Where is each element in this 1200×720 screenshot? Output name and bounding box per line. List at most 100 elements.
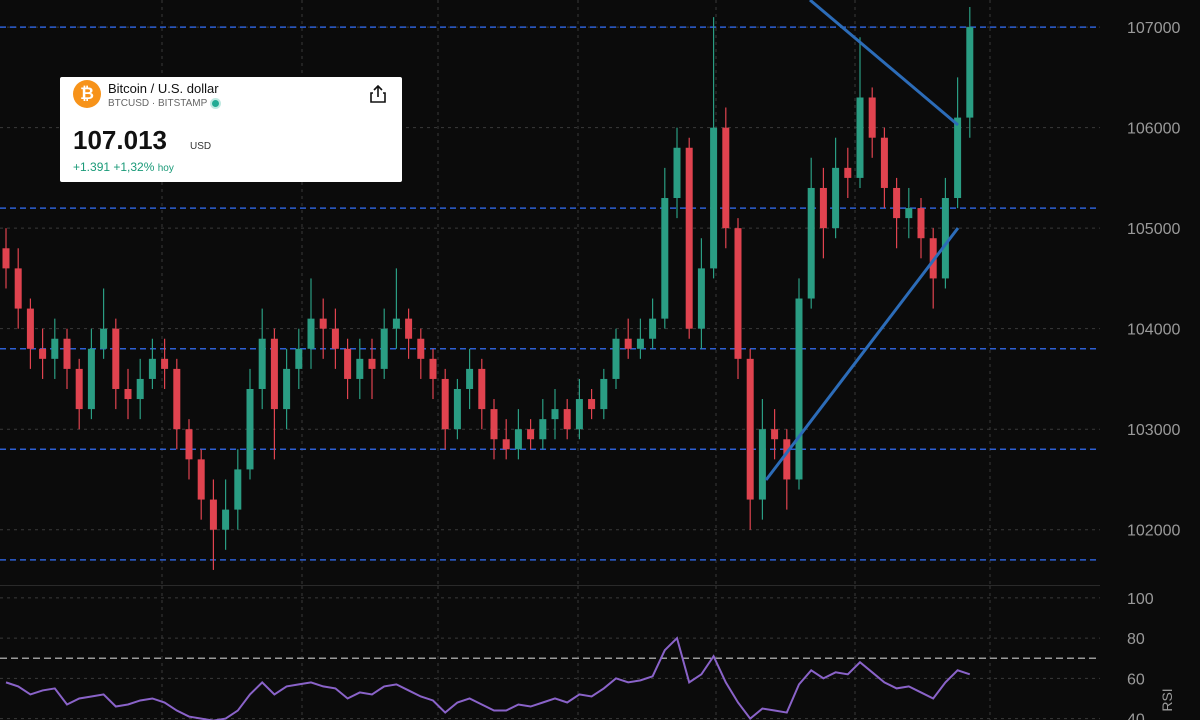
share-button[interactable] [370,85,386,103]
candle-body [222,509,230,530]
candle-body [771,429,779,440]
candle-body [954,117,962,199]
candle-body [380,328,388,369]
symbol-meta: BTCUSD · BITSTAMP [108,98,221,109]
candle-body [527,429,535,440]
currency: USD [190,141,212,152]
candle-body [331,328,339,349]
candle-body [600,378,608,410]
candle-body [612,338,620,379]
y-tick-label: 102000 [1127,523,1180,540]
candle-body [63,338,71,369]
candle-body [539,419,547,440]
candle-body [392,318,400,329]
candle-body [100,328,108,349]
trend-lines [764,0,960,481]
candle-body [685,147,693,329]
candle-body [136,378,144,400]
y-tick-label: 80 [1127,631,1145,648]
symbol-card[interactable]: ₿ Bitcoin / U.S. dollar BTCUSD · BITSTAM… [60,77,402,182]
y-tick-label: 100 [1127,591,1154,608]
rsi-line [5,636,971,720]
candle-body [697,268,705,329]
candle-body [649,318,657,339]
candle-body [441,378,449,430]
candle-body [453,388,461,430]
candle-body [661,198,669,319]
candle-body [258,338,266,389]
candle-body [856,97,864,178]
candle-body [807,187,815,299]
candle-body [270,338,278,410]
candle-body [283,368,291,410]
trend-line [764,227,960,481]
y-tick-label: 105000 [1127,221,1180,238]
candle-body [636,338,644,349]
price-change: +1.391 +1,32% hoy [73,160,174,174]
candle-body [551,409,559,420]
candle-body [490,409,498,440]
candle-body [417,338,425,359]
candle-body [588,399,596,410]
y-tick-label: 106000 [1127,121,1180,138]
y-tick-label: 60 [1127,671,1145,688]
candle-body [185,429,193,460]
candle-body [161,358,169,369]
trend-line [809,0,959,127]
candle-body [941,198,949,279]
candle-body [26,308,34,349]
candle-body [563,409,571,430]
candle-body [234,469,242,510]
candle-body [112,328,120,389]
candle-body [575,399,583,430]
symbol-name: Bitcoin / U.S. dollar [108,81,219,96]
candle-body [917,208,925,239]
y-tick-label: 103000 [1127,422,1180,439]
candle-body [905,208,913,219]
rsi-panel [0,586,1100,720]
candle-body [124,388,132,400]
candle-body [87,348,95,410]
candle-body [710,127,718,269]
candle-body [795,298,803,480]
candle-body [966,27,974,118]
panel-label: RSI [1159,688,1175,711]
candle-body [319,318,327,329]
y-tick-label: 104000 [1127,322,1180,339]
candle-body [356,358,364,379]
candle-body [734,228,742,359]
ticker: BTCUSD [108,98,150,110]
candle-body [893,187,901,219]
candle-body [197,459,205,500]
candle-body [783,439,791,480]
candle-body [429,358,437,379]
candle-body [405,318,413,339]
candle-body [14,268,22,309]
candle-body [39,348,47,359]
y-tick-label: 107000 [1127,20,1180,37]
coin-icon: ₿ [73,80,101,108]
candle-body [673,147,681,199]
candle-body [51,338,59,359]
candle-body [295,348,303,369]
candle-body [624,338,632,349]
candle-body [246,388,254,470]
last-price: 107.013 [73,125,167,155]
share-icon [370,85,386,103]
candle-body [75,368,83,410]
candle-body [478,368,486,410]
candle-body [722,127,730,229]
candle-body [148,358,156,379]
candle-body [344,348,352,379]
candle-body [368,358,376,369]
status-dot [209,98,221,109]
candle-body [880,137,888,188]
candle-body [209,499,217,530]
period: hoy [157,163,174,174]
candle-body [746,358,754,500]
axis: 102000 103000 104000 105000 106000 107000 40 60… [0,20,1180,720]
candle-body [844,167,852,178]
candle-body [173,368,181,430]
